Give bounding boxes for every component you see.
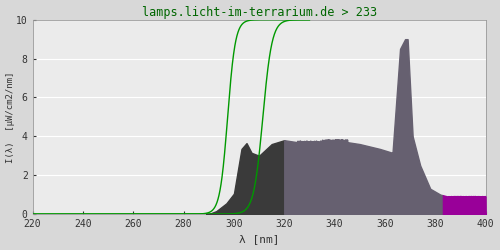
Y-axis label: I(λ)  [μW/cm2/nm]: I(λ) [μW/cm2/nm] xyxy=(6,71,15,162)
Title: lamps.licht-im-terrarium.de > 233: lamps.licht-im-terrarium.de > 233 xyxy=(142,6,376,18)
X-axis label: λ [nm]: λ [nm] xyxy=(239,234,280,244)
